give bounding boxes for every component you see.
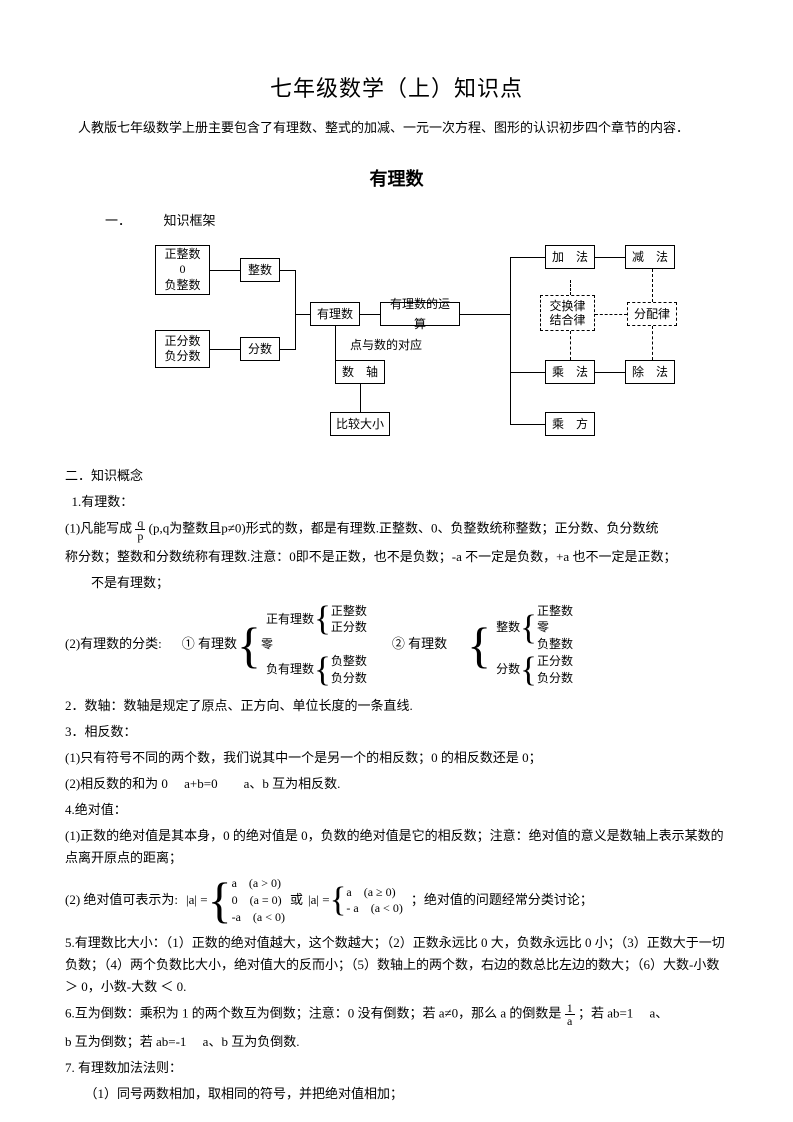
fc-node-integer: 整数 (240, 258, 280, 282)
fc-node-integers-list: 正整数 0 负整数 (155, 245, 210, 295)
topic-2: 2．数轴：数轴是规定了原点、正方向、单位长度的一条直线. (65, 695, 728, 717)
fc-node-compare: 比较大小 (330, 412, 390, 436)
absolute-value-expr: (2) 绝对值可表示为: |a| = { a (a > 0) 0 (a = 0)… (65, 875, 728, 925)
topic-3-2: (2)相反数的和为 0 a+b=0 a、b 互为相反数. (65, 773, 728, 795)
topic-1-title: 1.有理数： (65, 491, 728, 513)
fc-node-sub: 减 法 (625, 245, 675, 269)
classification-block: (2)有理数的分类: ① 有理数 { 正有理数{正整数正分数 零 负有理数{负整… (65, 603, 728, 687)
intro-text: 人教版七年级数学上册主要包含了有理数、整式的加减、一元一次方程、图形的认识初步四… (65, 117, 728, 139)
topic-5: 5.有理数比大小：（1）正数的绝对值越大，这个数越大；（2）正数永远比 0 大，… (65, 932, 728, 998)
topic-1-1: (1)凡能写成 qp (p,q为整数且p≠0)形式的数，都是有理数.正整数、0、… (65, 517, 728, 542)
fc-node-add: 加 法 (545, 245, 595, 269)
fc-node-numberline: 数 轴 (335, 360, 385, 384)
fc-node-operations: 有理数的运算 (380, 302, 460, 326)
page-title: 七年级数学（上）知识点 (65, 70, 728, 107)
content-body: 二．知识概念 1.有理数： (1)凡能写成 qp (p,q为整数且p≠0)形式的… (65, 465, 728, 1105)
fc-node-fraction: 分数 (240, 337, 280, 361)
section-1-head: 一． 知识框架 (105, 210, 728, 232)
fraction-1a: 1a (565, 1002, 575, 1027)
fc-node-laws: 交换律 结合律 (540, 295, 595, 331)
topic-6: 6.互为倒数：乘积为 1 的两个数互为倒数；注意：0 没有倒数；若 a≠0，那么… (65, 1002, 728, 1027)
fraction-qp: qp (135, 517, 145, 542)
topic-1-1c: 称分数；整数和分数统称有理数.注意：0即不是正数，也不是负数；-a 不一定是负数… (65, 546, 728, 568)
topic-3: 3．相反数： (65, 721, 728, 743)
topic-7: 7. 有理数加法法则： (65, 1057, 728, 1079)
fc-node-fractions-list: 正分数 负分数 (155, 330, 210, 368)
fc-node-dist: 分配律 (627, 302, 677, 326)
topic-4-1: (1)正数的绝对值是其本身，0 的绝对值是 0，负数的绝对值是它的相反数；注意：… (65, 825, 728, 869)
chapter-title: 有理数 (65, 164, 728, 195)
knowledge-flowchart: 正整数 0 负整数 整数 正分数 负分数 分数 有理数 有理数的运算 点与数的对… (155, 240, 715, 450)
section-2-head: 二．知识概念 (65, 465, 728, 487)
topic-3-1: (1)只有符号不同的两个数，我们说其中一个是另一个的相反数；0 的相反数还是 0… (65, 747, 728, 769)
topic-7-1: （1）同号两数相加，取相同的符号，并把绝对值相加； (65, 1083, 728, 1105)
topic-6c: b 互为倒数；若 ab=-1 a、b 互为负倒数. (65, 1031, 728, 1053)
fc-node-mul: 乘 法 (545, 360, 595, 384)
topic-1-1d: 不是有理数； (65, 572, 728, 594)
topic-4: 4.绝对值： (65, 799, 728, 821)
fc-node-div: 除 法 (625, 360, 675, 384)
fc-node-pow: 乘 方 (545, 412, 595, 436)
fc-label-correspondence: 点与数的对应 (350, 335, 422, 355)
fc-node-rational: 有理数 (310, 302, 360, 326)
